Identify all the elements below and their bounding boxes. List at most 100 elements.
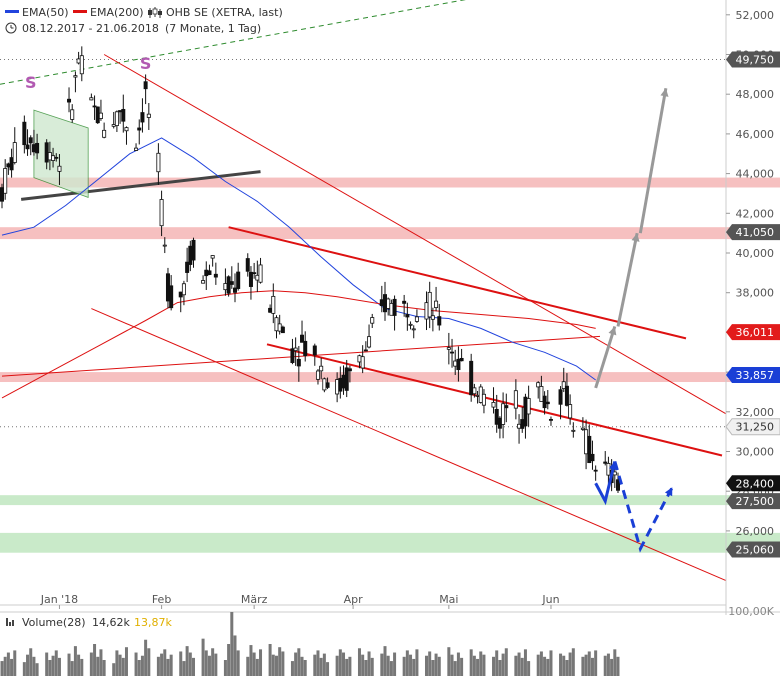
falling-resistance-line	[228, 226, 687, 340]
price-tag-label: 27,500	[736, 495, 775, 508]
ema-guide-line	[1, 335, 601, 377]
candle-body	[542, 395, 547, 409]
volume-bar	[361, 654, 365, 676]
volume-bar	[35, 663, 39, 676]
date-range-label: 08.12.2017 - 21.06.2018	[22, 22, 159, 35]
volume-bar	[274, 655, 278, 676]
moving-averages	[1, 137, 596, 399]
volume-bar	[546, 658, 550, 676]
clock-icon	[5, 22, 17, 34]
price-tag-shape	[726, 541, 780, 558]
candle-body	[536, 382, 541, 388]
candle-body	[111, 124, 116, 127]
volume-bar	[447, 647, 451, 676]
volume-bar	[0, 661, 4, 676]
volume-bar	[211, 648, 215, 676]
volume-bar	[300, 656, 304, 676]
volume-bars-icon	[6, 618, 14, 626]
candle-body	[456, 358, 461, 371]
volume-bar	[99, 649, 103, 676]
arrow-head	[664, 487, 673, 497]
volume-bar	[10, 658, 14, 676]
volume-bar	[188, 652, 192, 676]
volume-bar	[342, 652, 346, 676]
volume-bar	[319, 657, 323, 676]
volume-bar	[565, 660, 569, 676]
volume-bar	[492, 656, 496, 676]
candle-body	[22, 121, 27, 146]
price-tag-label: 41,050	[736, 226, 775, 239]
candle-body	[9, 157, 14, 171]
price-tag-shape	[726, 324, 780, 341]
price-tag: 27,500	[726, 493, 780, 510]
volume-bar	[348, 656, 352, 676]
candle-body	[245, 258, 250, 272]
arrow-head	[631, 233, 640, 242]
y-tick-label: 44,000	[736, 168, 775, 181]
volume-panel: 100,00K Volume(28) 14,62k 13,87k	[0, 605, 780, 676]
volume-bar	[367, 651, 371, 676]
volume-bar	[549, 650, 553, 676]
volume-bar	[370, 657, 374, 676]
candle-body	[57, 165, 62, 172]
volume-bar	[603, 655, 607, 676]
volume-icon-bar	[6, 618, 8, 626]
volume-bar	[316, 650, 320, 676]
candle-body	[300, 334, 305, 343]
volume-bar	[6, 652, 10, 676]
volume-bar	[402, 656, 406, 676]
volume-bar	[278, 647, 282, 676]
candle-body	[571, 429, 576, 432]
volume-bar	[409, 654, 413, 676]
candle-body	[201, 280, 206, 284]
rebound-path	[594, 461, 617, 506]
volume-bar	[118, 654, 122, 676]
candle-body	[501, 403, 506, 425]
candle-body	[344, 367, 349, 391]
volume-bar	[428, 651, 432, 676]
volume-bar	[51, 655, 55, 676]
candle-body	[392, 298, 397, 316]
volume-bar	[271, 654, 275, 676]
candle-body	[76, 58, 81, 64]
price-tag: 36,011	[726, 324, 780, 341]
candle-body	[587, 435, 592, 464]
x-tick-label: Jan '18	[40, 593, 78, 606]
volume-bar	[606, 653, 610, 676]
price-tag-shape	[725, 418, 780, 436]
candle-body	[226, 276, 231, 294]
volume-bar	[207, 655, 211, 676]
candle-body	[430, 315, 435, 320]
ema50-line	[1, 137, 596, 381]
price-tag-shape	[726, 366, 780, 383]
volume-bar	[163, 649, 167, 676]
lower-channel-line	[91, 308, 727, 581]
candle-body	[319, 365, 324, 372]
price-tag: 31,250	[725, 418, 780, 436]
price-tag: 28,400	[726, 475, 780, 492]
candle-body	[389, 303, 394, 316]
volume-bar	[144, 639, 148, 676]
candle-body	[523, 396, 528, 427]
candle-body	[469, 360, 474, 396]
candle-body	[277, 323, 282, 332]
candle-body	[92, 105, 97, 108]
price-tag-label: 25,060	[736, 544, 775, 557]
volume-bar	[389, 661, 393, 676]
volume-bar	[338, 649, 342, 676]
candle-body	[73, 75, 78, 78]
volume-bar	[32, 656, 36, 676]
volume-bar	[523, 649, 527, 676]
candle-body	[121, 108, 126, 122]
level-zone	[0, 372, 780, 383]
price-tag: 49,750	[726, 51, 780, 68]
y-tick-label: 42,000	[736, 207, 775, 220]
volume-bar	[345, 658, 349, 676]
price-tag: 33,857	[726, 366, 780, 383]
candle-body	[229, 281, 234, 285]
symbol-legend-label: OHB SE (XETRA, last)	[166, 6, 283, 19]
volume-label: Volume(28)	[22, 616, 86, 629]
candle-body	[453, 360, 458, 367]
volume-bar	[236, 650, 240, 676]
volume-bar	[562, 655, 566, 676]
